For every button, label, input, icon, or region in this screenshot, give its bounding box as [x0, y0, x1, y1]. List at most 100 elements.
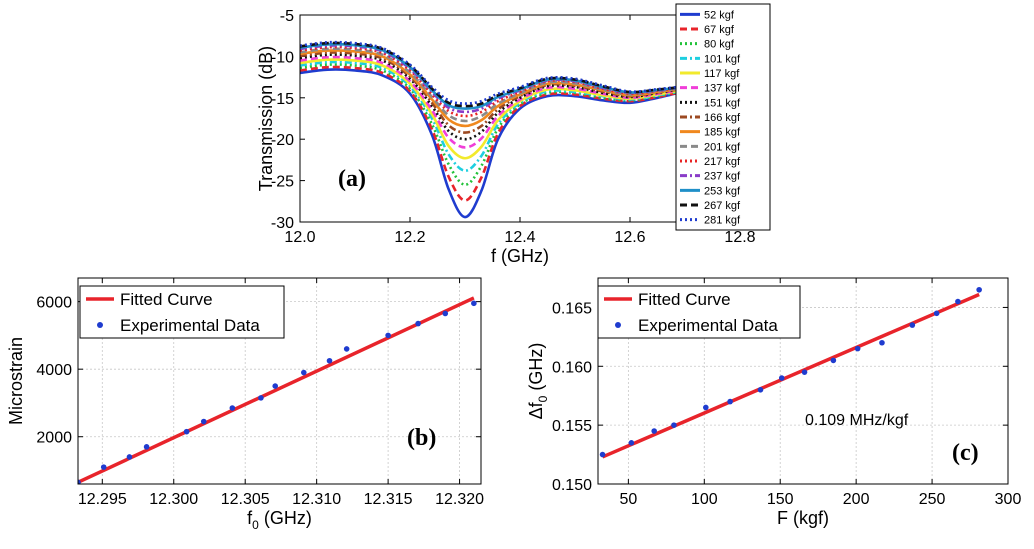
panel-label: (b) — [407, 425, 436, 451]
axes-frame — [597, 277, 1009, 485]
y-axis-label: Δf0 (GHz) — [526, 343, 550, 420]
data-point — [727, 398, 733, 405]
legend-entry: 101 kgf — [704, 53, 741, 65]
legend-entry: 80 kgf — [704, 39, 735, 51]
series-line-4 — [300, 58, 686, 160]
series-line-14 — [300, 40, 686, 105]
data-point — [879, 339, 885, 346]
data-point — [801, 369, 808, 375]
data-point — [300, 369, 307, 376]
series-line-7 — [300, 51, 686, 134]
series-line-2 — [300, 63, 686, 187]
data-point — [778, 375, 785, 381]
data-point — [415, 320, 421, 327]
data-point — [599, 451, 606, 458]
x-tick-label: 100 — [691, 491, 718, 508]
legend-entry: 52 kgf — [704, 9, 735, 21]
data-point — [385, 332, 391, 339]
x-axis-label-subscript: 0 — [252, 518, 259, 532]
legend-entry: 267 kgf — [704, 200, 741, 212]
x-tick-label: 250 — [919, 491, 946, 508]
legend-swatch — [97, 322, 103, 328]
x-axis-label: f (GHz) — [491, 246, 549, 266]
data-point — [703, 404, 709, 411]
y-tick-label: 0.160 — [552, 359, 592, 376]
data-point — [909, 322, 916, 328]
data-point — [258, 395, 264, 401]
legend-entry: 117 kgf — [704, 68, 740, 80]
legend-entry: 281 kgf — [704, 215, 741, 227]
x-tick-label: 12.4 — [504, 229, 535, 246]
fitted-curve-line — [601, 292, 980, 459]
plot-area — [78, 296, 477, 484]
y-axis-label: Microstrain — [6, 337, 26, 425]
data-point — [854, 345, 861, 352]
y-tick-label: -25 — [271, 174, 294, 191]
x-tick-label: 12.300 — [149, 491, 198, 508]
data-point — [229, 405, 236, 411]
legend-entry: Fitted Curve — [638, 290, 731, 309]
x-tick-label: 300 — [995, 491, 1022, 508]
data-point — [143, 444, 150, 450]
legend: Fitted Curve Experimental Data — [79, 285, 285, 339]
data-point — [442, 310, 449, 317]
series-line-12 — [300, 42, 686, 110]
data-point — [272, 383, 279, 389]
y-axis-label-subscript: 0 — [536, 395, 550, 402]
data-point — [100, 464, 107, 470]
series-line-1 — [300, 65, 686, 202]
legend-box — [597, 285, 801, 339]
x-tick-label: 12.295 — [78, 491, 127, 508]
x-tick-label: 50 — [619, 491, 637, 508]
x-tick-label: 12.320 — [435, 491, 484, 508]
panel-b: 12.295 12.300 12.305 12.310 12.315 12.320 2000… — [6, 277, 484, 532]
legend-entry: 137 kgf — [704, 83, 741, 95]
x-axis-label: F (kgf) — [777, 508, 829, 528]
legend-entry: 201 kgf — [704, 141, 741, 153]
x-tick-label: 12.2 — [394, 229, 425, 246]
y-tick-label: -15 — [271, 91, 294, 108]
x-tick-label: 12.8 — [724, 229, 755, 246]
x-tick-label: 12.305 — [221, 491, 270, 508]
data-point — [671, 422, 677, 428]
y-tick-label: -30 — [271, 215, 294, 232]
y-tick-label: -20 — [271, 132, 294, 149]
data-point — [651, 428, 657, 434]
legend-entry: 217 kgf — [704, 156, 741, 168]
plot-area — [599, 286, 982, 459]
data-point — [471, 300, 477, 307]
legend: 52 kgf 67 kgf 80 kgf 101 kgf 117 kgf 137 kgf 1… — [675, 3, 771, 231]
x-tick-label: 150 — [767, 491, 794, 508]
y-tick-label: 4000 — [36, 362, 72, 379]
legend: Fitted Curve Experimental Data — [597, 285, 801, 339]
data-point — [78, 479, 81, 484]
y-tick-label: -5 — [280, 8, 294, 25]
y-tick-label: 2000 — [36, 430, 72, 447]
legend-swatch — [615, 322, 621, 328]
x-tick-label: 12.6 — [614, 229, 645, 246]
panel-c: 50 100 150 200 250 300 0.150 0.155 0.160 0.165 F (… — [526, 277, 1022, 528]
y-tick-label: 0.150 — [552, 477, 592, 494]
plot-area — [300, 40, 686, 219]
legend-entry: 166 kgf — [704, 112, 741, 124]
data-point — [183, 428, 190, 435]
y-axis-label-unit: (GHz) — [526, 343, 546, 396]
x-tick-label: 12.310 — [292, 491, 341, 508]
legend-entry: Experimental Data — [120, 316, 260, 335]
series-line-0 — [300, 68, 686, 219]
data-point — [976, 286, 982, 293]
legend-entry: 237 kgf — [704, 171, 741, 183]
x-axis-label: f0 (GHz) — [247, 508, 312, 532]
y-tick-label: -10 — [271, 49, 294, 66]
y-tick-label: 0.165 — [552, 300, 592, 317]
y-tick-label: 6000 — [36, 295, 72, 312]
y-tick-label: 0.155 — [552, 418, 592, 435]
x-axis-label-unit: (GHz) — [259, 508, 312, 528]
data-point — [830, 357, 837, 364]
series-line-13 — [300, 41, 686, 108]
series-line-9 — [300, 47, 686, 123]
data-point — [933, 310, 940, 317]
series-line-10 — [300, 45, 686, 118]
legend-box — [79, 285, 285, 339]
